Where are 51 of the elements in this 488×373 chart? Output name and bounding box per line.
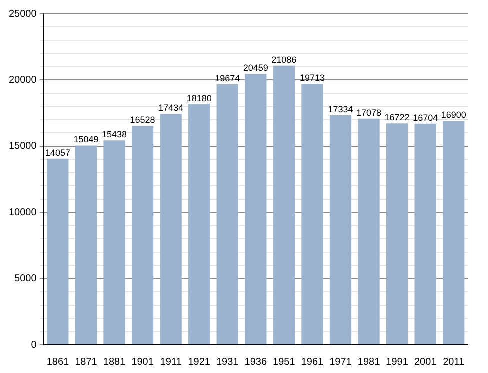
y-tick-label: 10000 [8, 207, 38, 218]
bar [302, 84, 324, 344]
y-tick-label: 25000 [8, 8, 38, 20]
bar [75, 146, 98, 344]
x-tick-label: 1921 [188, 356, 211, 368]
x-tick-label: 2011 [443, 356, 466, 368]
x-tick-label: 1951 [273, 356, 296, 368]
data-label: 15438 [102, 130, 128, 140]
data-label: 16722 [384, 112, 410, 123]
x-tick-label: 1971 [330, 356, 352, 368]
bar [330, 116, 352, 344]
data-label: 14057 [45, 148, 70, 158]
bar [358, 118, 380, 344]
data-label: 17078 [356, 108, 382, 118]
data-label: 16704 [413, 112, 438, 123]
x-tick-label: 1991 [386, 356, 409, 368]
data-label: 19713 [300, 72, 325, 83]
x-tick-label: 1981 [358, 356, 381, 368]
x-tick-label: 1871 [75, 356, 98, 368]
bar [273, 66, 295, 344]
bar [47, 158, 69, 344]
data-label: 16900 [441, 110, 466, 120]
data-label: 19674 [215, 74, 240, 84]
data-label: 16528 [130, 115, 156, 126]
data-label: 17434 [158, 103, 184, 114]
bar [443, 121, 465, 344]
x-tick-label: 1936 [244, 356, 268, 368]
data-label: 18180 [186, 93, 212, 104]
x-tick-label: 1961 [301, 356, 324, 368]
x-tick-label: 1911 [160, 356, 182, 368]
bar [386, 124, 408, 344]
bar [104, 140, 126, 344]
bar [132, 126, 154, 344]
y-tick-label: 0 [31, 340, 38, 351]
x-tick-label: 1861 [46, 356, 70, 368]
data-label: 21086 [272, 54, 297, 65]
bar [188, 104, 210, 344]
y-tick-label: 5000 [14, 274, 38, 285]
bar [245, 74, 267, 344]
data-label: 15049 [74, 134, 99, 145]
data-label: 20459 [243, 63, 268, 74]
x-tick-label: 1901 [132, 356, 154, 368]
x-tick-label: 1881 [103, 356, 126, 368]
data-label: 17334 [328, 104, 354, 114]
x-tick-label: 1931 [216, 356, 240, 368]
y-tick-label: 15000 [8, 141, 38, 152]
x-tick-label: 2001 [414, 356, 438, 368]
y-tick-label: 20000 [8, 74, 38, 86]
bar [216, 84, 238, 344]
bar [160, 114, 182, 344]
bar [414, 124, 436, 344]
